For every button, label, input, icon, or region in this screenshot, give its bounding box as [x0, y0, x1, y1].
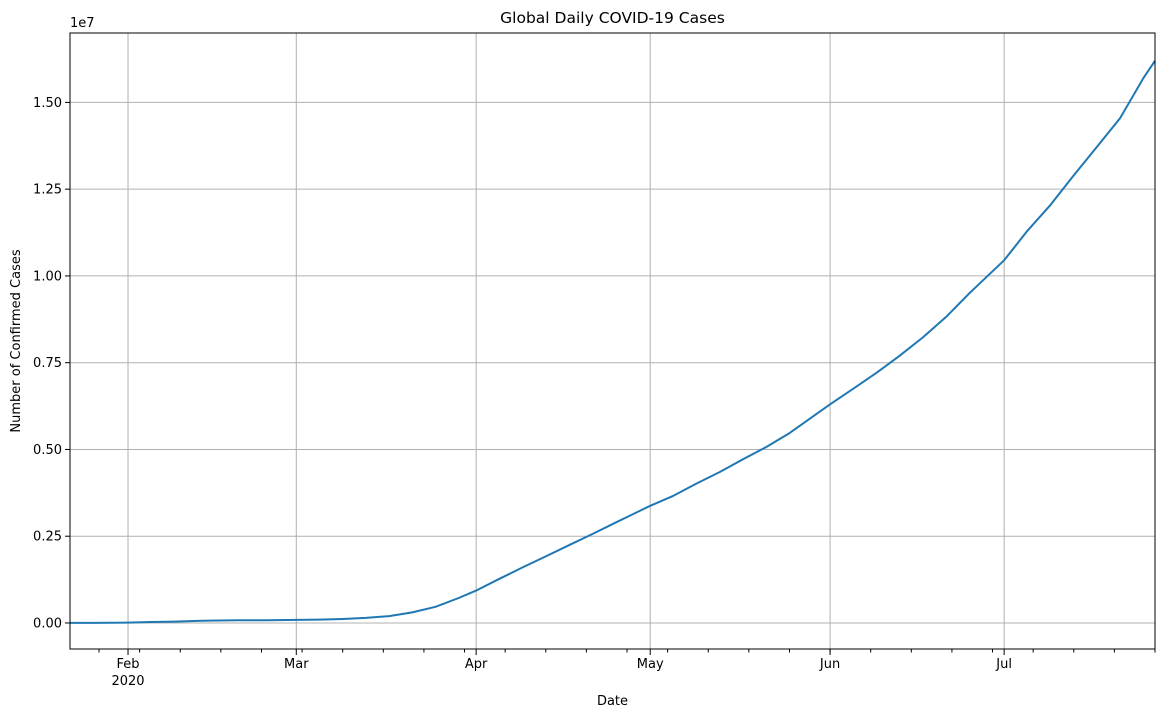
- x-tick-label: Jul: [995, 657, 1012, 672]
- x-axis-label: Date: [597, 694, 628, 709]
- y-tick-label: 0.25: [33, 530, 62, 545]
- x-axis: Feb 2020 Mar Apr May Jun Jul: [98, 649, 1156, 689]
- y-tick-label: 1.50: [33, 96, 62, 111]
- x-tick-sublabel: 2020: [111, 674, 144, 689]
- y-tick-label: 1.00: [33, 269, 62, 284]
- y-axis-label: Number of Confirmed Cases: [9, 249, 24, 432]
- plot-frame: [69, 32, 1156, 650]
- y-axis-offset-label: 1e7: [70, 16, 95, 31]
- x-tick-label: May: [637, 657, 664, 672]
- series-group: [70, 60, 1156, 624]
- x-tick-label: Feb: [117, 657, 140, 672]
- series-line: [70, 60, 1156, 624]
- y-tick-label: 0.50: [33, 443, 62, 458]
- y-tick-label: 0.75: [33, 356, 62, 371]
- x-tick-label: Mar: [284, 657, 309, 672]
- grid-lines: [70, 33, 1155, 649]
- y-axis: 0.00 0.25 0.50 0.75 1.00 1.25 1.50: [33, 96, 70, 631]
- chart-title: Global Daily COVID-19 Cases: [500, 9, 725, 27]
- y-tick-label: 0.00: [33, 616, 62, 631]
- y-tick-label: 1.25: [33, 183, 62, 198]
- x-tick-label: Jun: [819, 657, 840, 672]
- x-tick-label: Apr: [465, 657, 488, 672]
